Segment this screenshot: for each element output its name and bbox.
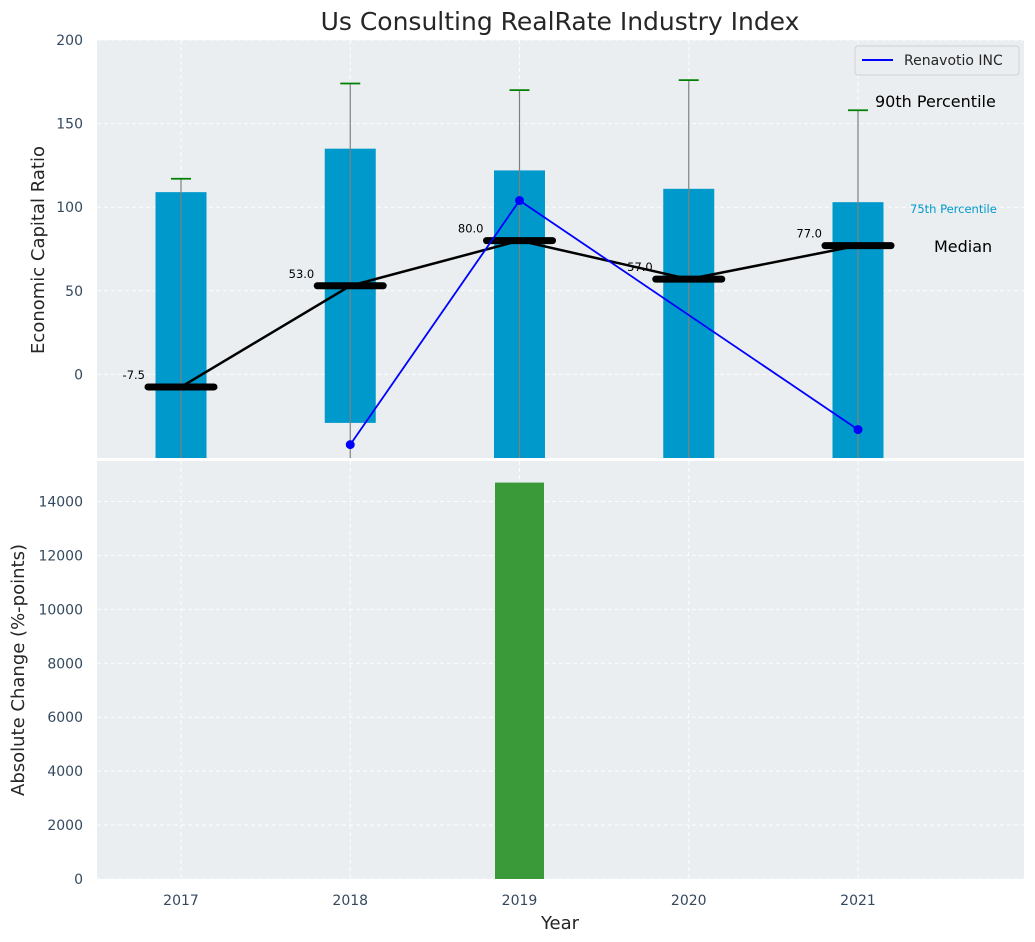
company-point [515,196,524,206]
company-point [345,440,355,450]
bottom-y-tick-label: 12000 [38,548,83,564]
bottom-panel: 0 2000 4000 6000 8000 10000 12000 14000 2017 2018… [38,461,1024,909]
top-y-tick-label: 150 [56,117,83,133]
p90-annotation: 90th Percentile [875,92,996,111]
legend: Renavotio INC [854,45,1020,76]
x-tick-label: 2019 [502,893,538,909]
top-y-axis-label: Economic Capital Ratio [28,146,49,354]
p75-annotation: 75th Percentile [910,202,997,216]
bottom-plot-area [97,461,1024,879]
x-tick-label: 2021 [840,893,876,909]
top-y-tick-label: 50 [65,284,83,300]
x-tick-label: 2018 [332,893,368,909]
bottom-y-tick-label: 6000 [47,710,83,726]
top-panel: 0 50 100 150 200 -7.5 53.0 80.0 57.0 77.0 [56,33,1024,459]
x-tick-label: 2017 [163,893,199,909]
chart-title: Us Consulting RealRate Industry Index [321,7,800,36]
legend-label: Renavotio INC [904,53,1003,69]
median-value-label: 53.0 [289,267,315,281]
median-value-label: 77.0 [796,227,822,241]
x-axis-label: Year [540,913,580,934]
median-value-label: 80.0 [458,222,484,236]
median-value-label: -7.5 [123,368,145,382]
median-annotation: Median [934,237,992,256]
bottom-y-tick-label: 0 [74,872,83,888]
bottom-y-tick-label: 4000 [47,764,83,780]
x-tick-label: 2020 [671,893,707,909]
company-point [853,425,863,435]
top-y-tick-label: 0 [74,367,83,383]
bottom-y-axis-label: Absolute Change (%-points) [8,544,29,796]
bottom-y-tick-label: 2000 [47,818,83,834]
change-bar [495,482,544,879]
bottom-y-tick-label: 10000 [38,602,83,618]
bottom-y-tick-label: 14000 [38,494,83,510]
median-value-label: 57.0 [627,260,653,274]
bottom-y-tick-label: 8000 [47,656,83,672]
top-y-tick-label: 100 [56,200,83,216]
top-y-tick-label: 200 [56,33,83,49]
legend-box [854,45,1020,76]
